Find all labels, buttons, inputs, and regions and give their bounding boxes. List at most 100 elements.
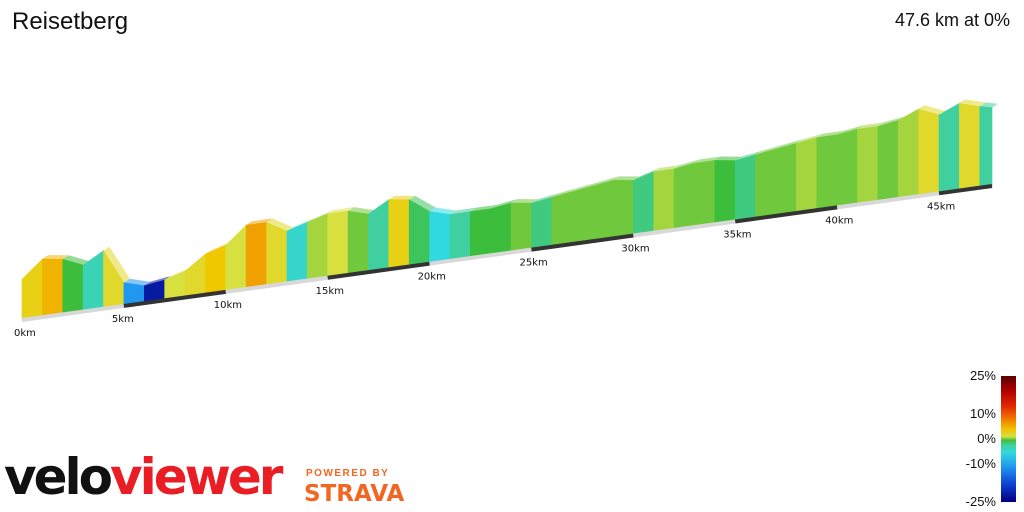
gradient-segment-top: [368, 195, 395, 215]
gradient-segment: [82, 250, 104, 312]
gradient-segment: [184, 253, 206, 298]
gradient-segment-top: [674, 159, 701, 170]
road-band: [327, 261, 430, 280]
km-tick-label: 45km: [927, 201, 955, 212]
gradient-segment: [673, 162, 695, 231]
gradient-segment-top: [959, 99, 986, 107]
gradient-segment: [510, 202, 532, 253]
gradient-segment-top: [633, 167, 660, 181]
road-band: [21, 303, 125, 322]
gradient-segment-top: [735, 150, 762, 161]
gradient-segment-top: [327, 207, 355, 214]
road-band: [633, 219, 736, 238]
gradient-segment: [42, 258, 64, 318]
gradient-segment-top: [551, 187, 579, 198]
gradient-segment: [938, 102, 960, 194]
gradient-segment-top: [775, 139, 803, 150]
road-band: [531, 233, 634, 252]
gradient-segment: [470, 208, 491, 259]
gradient-segment-top: [409, 195, 436, 212]
page-title: Reisetberg: [12, 8, 129, 35]
gradient-segment: [857, 126, 879, 205]
gradient-segment-top: [62, 255, 90, 266]
gradient-segment-top: [185, 250, 212, 272]
gradient-segment-top: [979, 102, 998, 108]
logo-velo-text: velo: [4, 448, 113, 506]
gradient-segment: [979, 106, 993, 189]
km-tick-labels: 0km 5km 10km 15km 20km 25km 30km 35km 40km 45km: [14, 201, 955, 339]
gradient-scale-label: 25%: [969, 368, 996, 383]
distance-road: [21, 184, 993, 322]
gradient-segment-top: [898, 105, 925, 121]
gradient-segment-top: [470, 204, 497, 212]
gradient-segment: [21, 258, 43, 321]
gradient-segment: [918, 108, 940, 197]
gradient-segment: [531, 197, 553, 250]
gradient-segment: [449, 211, 471, 262]
gradient-segment-top: [429, 207, 456, 215]
gradient-segment: [225, 224, 247, 293]
gradient-segment-top: [755, 145, 782, 155]
gradient-color-scale: [1001, 376, 1016, 502]
gradient-scale-label: -25%: [965, 494, 996, 509]
gradient-segment-top: [266, 218, 293, 232]
gradient-segment-top: [348, 207, 375, 215]
gradient-segment-top: [857, 122, 884, 130]
route-summary: 47.6 km at 0%: [894, 10, 1010, 30]
road-band: [429, 247, 532, 266]
gradient-segment-top: [144, 275, 171, 286]
gradient-segment: [347, 210, 369, 276]
gradient-segment-top: [511, 199, 538, 204]
gradient-segment-top: [592, 176, 619, 187]
gradient-segment-top: [572, 182, 599, 192]
km-tick-label: 40km: [825, 215, 853, 226]
gradient-segment-top: [307, 209, 334, 223]
gradient-segment: [245, 222, 267, 290]
gradient-scale-label: 10%: [969, 405, 996, 421]
gradient-segment: [327, 210, 349, 279]
gradient-segment-top: [449, 207, 477, 215]
km-tick-label: 30km: [621, 244, 649, 255]
gradient-segment-top: [612, 176, 640, 181]
gradient-segment: [653, 168, 675, 234]
gradient-segment-top: [123, 278, 151, 286]
gradient-segment-top: [246, 218, 273, 226]
road-band: [836, 191, 940, 210]
gradient-segment: [266, 221, 288, 287]
gradient-segment-top: [103, 246, 130, 283]
km-tick-label: 20km: [418, 272, 446, 283]
gradient-segment: [775, 143, 797, 217]
gradient-scale-label: 0%: [977, 431, 996, 446]
gradient-segment: [388, 199, 410, 270]
km-tick-label: 0km: [14, 328, 36, 339]
strava-logo: STRAVA: [304, 481, 405, 507]
gradient-segment-top: [42, 255, 69, 260]
gradient-segment: [408, 199, 430, 267]
gradient-segment: [959, 103, 981, 191]
gradient-segment-top: [939, 99, 966, 116]
gradient-segment-top: [22, 255, 49, 280]
gradient-segment: [306, 213, 328, 281]
gradient-segment-top: [286, 218, 314, 232]
gradient-segment: [836, 128, 858, 208]
km-tick-label: 10km: [214, 300, 242, 311]
gradient-segment: [571, 185, 593, 245]
road-band: [123, 289, 227, 308]
road-band: [225, 275, 328, 294]
gradient-segment-top: [225, 221, 253, 246]
gradient-segment: [796, 137, 818, 214]
logo-viewer-text: viewer: [110, 448, 283, 506]
gradient-segment: [490, 202, 512, 256]
gradient-segment-top: [531, 193, 558, 204]
gradient-segment-top: [388, 195, 416, 200]
gradient-segment: [633, 171, 655, 236]
gradient-segment-top: [837, 125, 864, 135]
gradient-segment: [694, 160, 716, 228]
gradient-segment: [734, 154, 756, 222]
road-band: [734, 205, 838, 224]
km-tick-label: 35km: [723, 229, 751, 240]
powered-by-text: POWERED BY: [306, 468, 390, 479]
km-tick-label: 15km: [316, 286, 344, 297]
km-tick-label: 5km: [112, 314, 134, 325]
gradient-segment-top: [714, 156, 742, 161]
